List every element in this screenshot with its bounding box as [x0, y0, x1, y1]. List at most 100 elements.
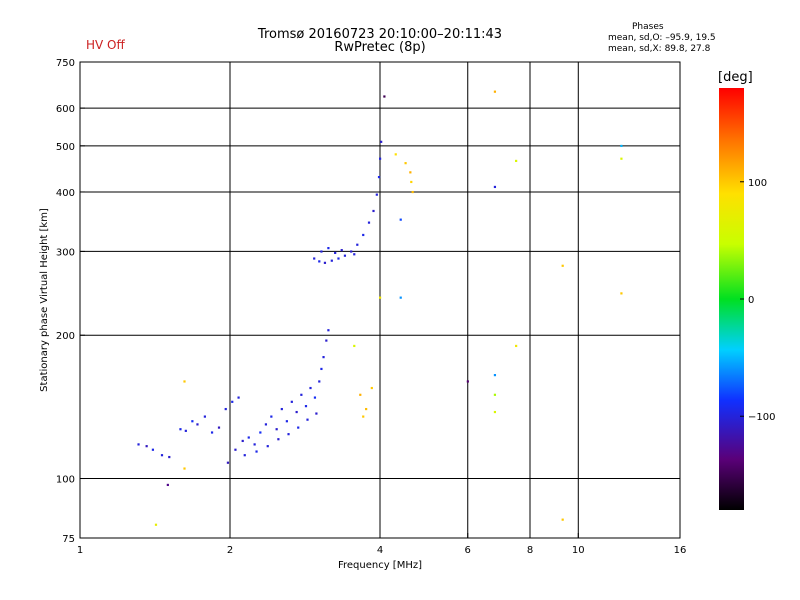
phase-stats-x-mode: mean, sd,X: 89.8, 27.8 — [608, 44, 711, 54]
echo-point-series-0 — [304, 405, 308, 408]
echo-point-series-1 — [318, 260, 321, 263]
echo-point-series-0 — [313, 396, 317, 399]
y-tick-label: 75 — [62, 534, 75, 545]
echo-point-series-2 — [379, 296, 382, 299]
echo-point-series-2 — [410, 180, 413, 184]
echo-point-series-1 — [372, 209, 375, 213]
chart-title: Tromsø 20160723 20:10:00–20:11:43 — [257, 27, 503, 42]
echo-point-series-0 — [196, 423, 199, 426]
echo-point-series-0 — [237, 396, 240, 399]
echo-point-series-1 — [367, 221, 371, 224]
echo-point-series-0 — [306, 418, 309, 421]
echo-point-series-2 — [493, 410, 497, 414]
colorbar-tick-label: 100 — [748, 178, 767, 189]
x-tick-label: 16 — [674, 545, 687, 556]
echo-point-series-1 — [362, 233, 365, 237]
echo-point-series-2 — [515, 344, 518, 348]
echo-point-series-2 — [370, 386, 373, 390]
x-tick-label: 8 — [527, 545, 533, 556]
y-tick-label: 300 — [56, 247, 75, 258]
echo-point-series-2 — [493, 393, 497, 396]
y-axis-ticks: 75 100 200 300 400 500 600 750 — [56, 58, 85, 545]
echo-point-series-0 — [160, 454, 164, 457]
echo-point-series-2 — [466, 380, 469, 383]
echo-point-series-0 — [151, 448, 155, 451]
echo-point-series-0 — [168, 455, 171, 459]
echo-point-series-2 — [493, 90, 497, 93]
echo-point-series-0 — [290, 400, 293, 403]
colorbar-tick-label: −100 — [748, 412, 775, 423]
echo-point-series-1 — [313, 257, 316, 260]
echo-point-series-0 — [309, 386, 312, 390]
echo-point-series-1 — [377, 175, 381, 179]
echo-point-series-2 — [561, 518, 564, 521]
x-tick-label: 4 — [377, 545, 383, 556]
echo-point-series-0 — [325, 339, 328, 342]
echo-point-series-2 — [359, 393, 362, 396]
echo-point-series-0 — [259, 431, 262, 434]
echo-point-series-0 — [210, 431, 214, 434]
phase-stats-o-mode: mean, sd,O: –95.9, 19.5 — [608, 33, 716, 43]
echo-point-series-1 — [330, 259, 333, 262]
echo-point-series-2 — [362, 415, 365, 418]
echo-point-series-0 — [320, 367, 323, 371]
echo-point-series-2 — [399, 296, 402, 299]
echo-point-series-2 — [353, 344, 356, 348]
echo-point-series-1 — [334, 251, 337, 255]
echo-point-series-0 — [234, 448, 237, 451]
echo-point-series-2 — [620, 144, 623, 148]
echo-point-series-0 — [217, 426, 221, 429]
echo-point-series-0 — [253, 443, 256, 446]
echo-point-series-2 — [183, 380, 186, 383]
echo-point-series-0 — [327, 329, 330, 332]
colorbar-unit-label: [deg] — [718, 70, 753, 85]
echo-point-series-1 — [343, 254, 347, 257]
echo-point-series-0 — [241, 439, 244, 443]
y-tick-label: 750 — [56, 58, 75, 69]
echo-point-series-0 — [300, 393, 303, 396]
y-tick-label: 100 — [56, 475, 75, 486]
echo-point-series-0 — [280, 407, 283, 411]
echo-point-series-0 — [266, 445, 269, 448]
echo-point-series-0 — [179, 428, 182, 431]
echo-point-series-2 — [515, 159, 518, 163]
echo-point-series-1 — [375, 193, 378, 196]
echo-point-series-0 — [231, 400, 234, 403]
echo-point-series-2 — [154, 523, 158, 526]
echo-point-series-0 — [270, 415, 273, 418]
echo-point-series-0 — [203, 415, 206, 418]
echo-point-series-2 — [399, 218, 402, 221]
echo-point-series-2 — [493, 185, 497, 189]
y-tick-label: 600 — [56, 104, 75, 115]
echo-point-series-2 — [394, 153, 397, 156]
echo-point-series-1 — [340, 249, 343, 252]
echo-point-series-2 — [409, 171, 412, 174]
echo-point-series-1 — [320, 250, 323, 253]
echo-point-series-0 — [264, 423, 268, 426]
echo-point-series-2 — [183, 467, 186, 470]
echo-point-series-0 — [285, 420, 288, 423]
echo-point-series-2 — [383, 95, 386, 98]
echo-point-series-2 — [620, 157, 623, 160]
x-axis-ticks: 1 2 4 6 8 10 16 — [77, 533, 687, 556]
echo-point-series-0 — [322, 356, 325, 359]
echo-point-series-0 — [243, 454, 246, 457]
echo-point-series-0 — [318, 380, 321, 383]
echo-point-series-0 — [226, 461, 230, 464]
echo-point-series-2 — [404, 162, 407, 165]
echo-point-series-0 — [247, 436, 250, 439]
echo-point-series-2 — [411, 190, 414, 194]
echo-point-series-0 — [224, 407, 227, 411]
x-tick-label: 6 — [465, 545, 471, 556]
echo-point-series-0 — [295, 410, 298, 414]
y-tick-label: 500 — [56, 142, 75, 153]
echo-point-series-0 — [137, 443, 140, 446]
echo-point-series-0 — [145, 445, 148, 448]
echo-point-series-0 — [315, 412, 318, 415]
echo-point-series-2 — [620, 292, 623, 295]
echo-point-series-0 — [297, 426, 300, 429]
echo-point-series-0 — [184, 429, 187, 432]
echo-point-series-1 — [327, 247, 330, 250]
colorbar-tick-label: 0 — [748, 295, 754, 306]
